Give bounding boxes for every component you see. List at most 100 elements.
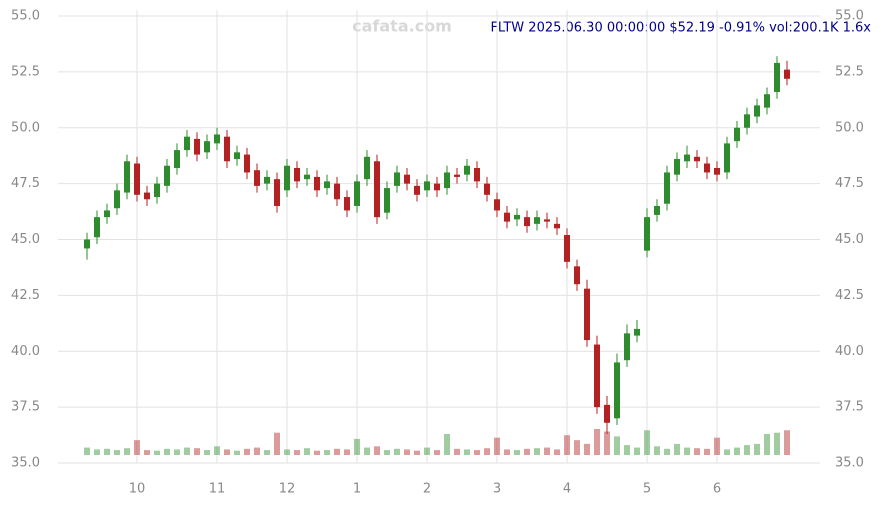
volume-bar: [604, 431, 610, 455]
volume-bar: [94, 449, 100, 455]
candle-body: [714, 167, 720, 175]
candle-body: [84, 239, 90, 249]
y-tick-label-right: 45.0: [835, 232, 864, 247]
candle-body: [534, 217, 540, 224]
y-tick-label-right: 47.5: [835, 176, 864, 191]
candle-body: [364, 156, 370, 180]
volume-bar: [134, 440, 140, 455]
volume-bar: [304, 448, 310, 455]
candle-body: [654, 205, 660, 215]
candle-body: [214, 134, 220, 144]
volume-bar: [234, 450, 240, 455]
volume-bar: [714, 437, 720, 455]
volume-bar: [614, 436, 620, 455]
volume-bar: [224, 449, 230, 455]
y-tick-label: 52.5: [11, 64, 40, 79]
candle-body: [184, 136, 190, 151]
volume-bar: [574, 440, 580, 455]
y-tick-label: 45.0: [11, 232, 40, 247]
candle-body: [244, 154, 250, 173]
candle-body: [474, 167, 480, 182]
candle-body: [114, 190, 120, 209]
volume-bar: [454, 448, 460, 455]
candle-body: [344, 197, 350, 211]
x-tick-label: 12: [279, 482, 296, 497]
volume-bar: [394, 448, 400, 455]
volume-bar: [244, 448, 250, 455]
candle-body: [314, 176, 320, 191]
volume-bar: [174, 449, 180, 455]
x-tick-label: 10: [129, 482, 146, 497]
volume-bar: [334, 448, 340, 455]
y-tick-label: 37.5: [11, 400, 40, 415]
candle-body: [624, 333, 630, 361]
candle-body: [634, 328, 640, 336]
candle-body: [94, 217, 100, 238]
y-tick-label: 40.0: [11, 344, 40, 359]
candle-body: [424, 181, 430, 191]
candle-body: [704, 163, 710, 173]
candle-body: [104, 210, 110, 218]
candle-body: [394, 172, 400, 186]
candle-body: [754, 105, 760, 117]
volume-bar: [274, 432, 280, 455]
candle-body: [154, 183, 160, 198]
candle-body: [334, 183, 340, 200]
volume-bar: [774, 432, 780, 455]
y-tick-label-right: 37.5: [835, 400, 864, 415]
candle-body: [354, 181, 360, 206]
volume-bar: [734, 447, 740, 455]
candle-body: [494, 199, 500, 211]
candle-body: [774, 62, 780, 92]
candle-body: [434, 183, 440, 191]
candle-body: [524, 217, 530, 227]
volume-bar: [724, 449, 730, 455]
candle-body: [274, 179, 280, 206]
volume-bar: [744, 445, 750, 455]
candle-body: [674, 159, 680, 175]
candle-body: [504, 212, 510, 222]
candle-body: [574, 266, 580, 285]
volume-bar: [584, 443, 590, 455]
y-tick-label-right: 40.0: [835, 344, 864, 359]
candle-body: [324, 181, 330, 189]
volume-bar: [144, 450, 150, 455]
volume-bar: [434, 450, 440, 455]
candle-body: [764, 94, 770, 108]
volume-bar: [474, 450, 480, 455]
volume-bar: [654, 446, 660, 455]
volume-bar: [524, 448, 530, 455]
volume-bar: [504, 449, 510, 455]
candle-body: [224, 136, 230, 162]
volume-bar: [514, 450, 520, 455]
volume-bar: [84, 447, 90, 455]
volume-bar: [484, 448, 490, 455]
volume-bar: [534, 448, 540, 455]
volume-bar: [214, 446, 220, 455]
x-tick-label: 3: [493, 482, 501, 497]
x-tick-label: 5: [643, 482, 651, 497]
volume-bar: [284, 449, 290, 455]
volume-bar: [764, 433, 770, 455]
candle-body: [684, 154, 690, 162]
candle-body: [644, 217, 650, 251]
volume-bar: [374, 446, 380, 455]
watermark: cafata.com: [352, 17, 452, 36]
candle-body: [414, 185, 420, 195]
candle-body: [544, 219, 550, 222]
volume-bar: [754, 443, 760, 455]
y-tick-label: 55.0: [11, 9, 40, 24]
y-tick-label: 50.0: [11, 120, 40, 135]
candle-body: [514, 214, 520, 220]
volume-bar: [544, 447, 550, 455]
volume-bar: [354, 438, 360, 455]
volume-bar: [464, 449, 470, 455]
volume-bar: [184, 447, 190, 455]
candle-body: [164, 165, 170, 186]
volume-bar: [594, 429, 600, 455]
candle-body: [294, 167, 300, 182]
candle-body: [174, 150, 180, 168]
x-tick-label: 1: [353, 482, 361, 497]
candle-body: [454, 174, 460, 177]
